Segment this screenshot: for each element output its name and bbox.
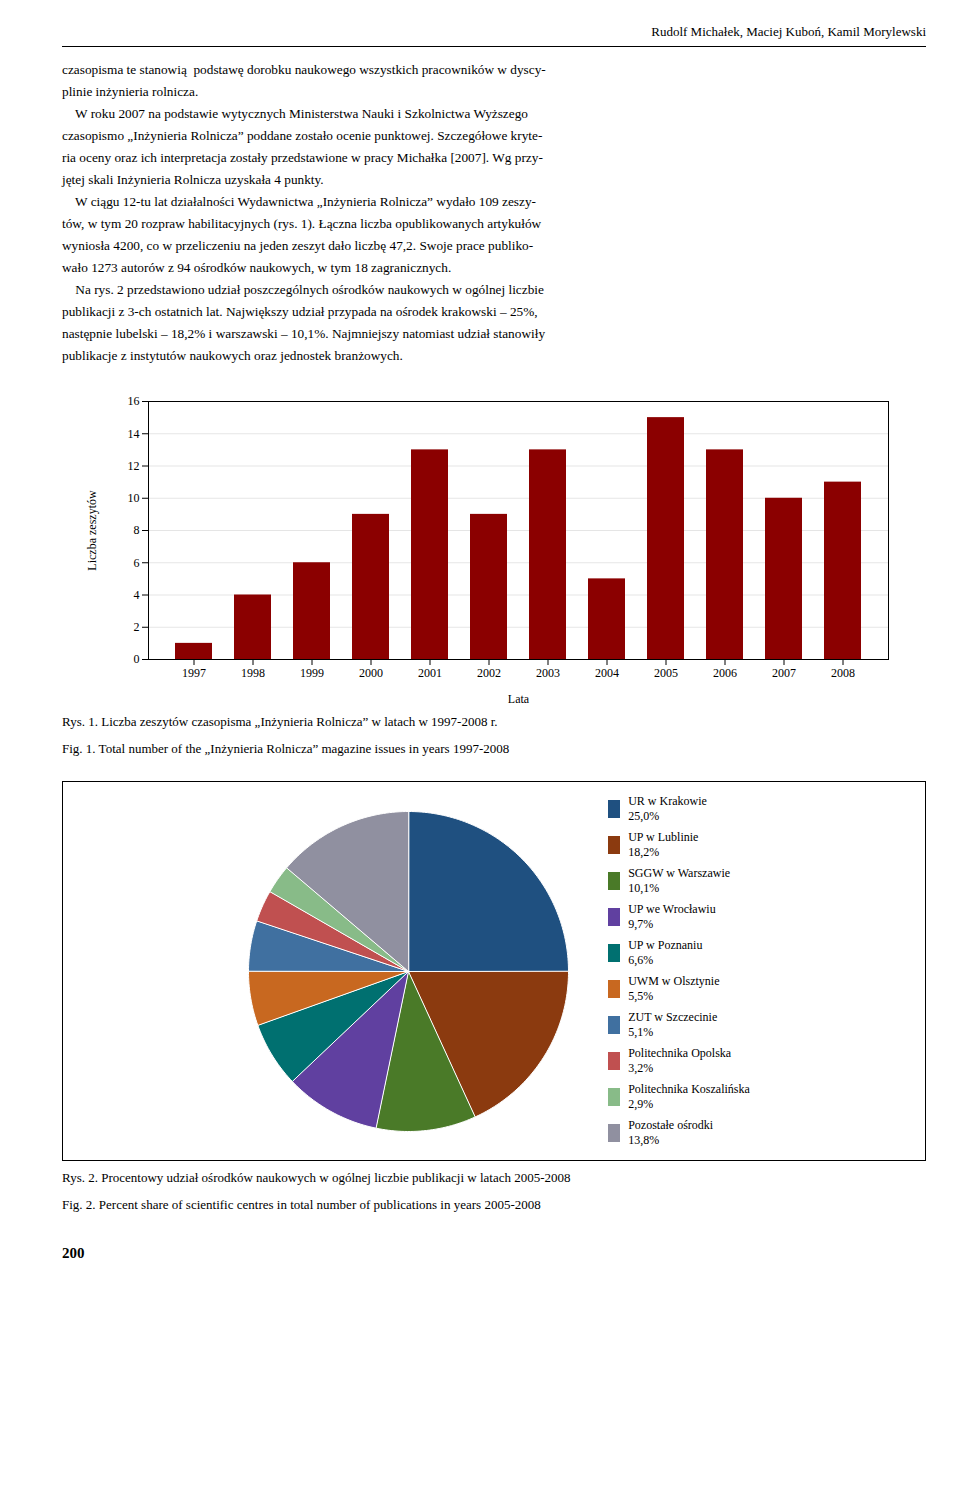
svg-text:2005: 2005 bbox=[654, 666, 678, 680]
html-text:W ciągu 12-tu lat działalności: W ciągu 12-tu lat działalności Wydawnict… bbox=[62, 194, 536, 209]
html-text:6,6%: 6,6% bbox=[628, 953, 654, 967]
svg-text:2001: 2001 bbox=[418, 666, 442, 680]
html-text:UP w Poznaniu: UP w Poznaniu bbox=[628, 938, 703, 952]
html-text:czasopismo „Inżynieria Rolnicz: czasopismo „Inżynieria Rolnicza” poddane… bbox=[62, 128, 543, 143]
html-text:tów, w tym 20 rozpraw habilita: tów, w tym 20 rozpraw habilitacyjnych (r… bbox=[62, 216, 542, 231]
svg-text:1997: 1997 bbox=[182, 666, 206, 680]
html-text:UR w Krakowie: UR w Krakowie bbox=[628, 794, 707, 808]
svg-text:2007: 2007 bbox=[772, 666, 796, 680]
svg-text:0: 0 bbox=[134, 652, 140, 666]
svg-text:2003: 2003 bbox=[536, 666, 560, 680]
html-text:czasopisma te stanowią podstaw: czasopisma te stanowią podstawę dorobku … bbox=[62, 62, 546, 77]
html-text:UWM w Olsztynie: UWM w Olsztynie bbox=[628, 974, 720, 988]
svg-text:10: 10 bbox=[128, 491, 140, 505]
html-text:Politechnika Koszalińska: Politechnika Koszalińska bbox=[628, 1082, 750, 1096]
html-text:18,2%: 18,2% bbox=[628, 845, 660, 859]
svg-text:1998: 1998 bbox=[241, 666, 265, 680]
svg-text:8: 8 bbox=[134, 523, 140, 537]
html-text:publikacji z 3-ch ostatnich la: publikacji z 3-ch ostatnich lat. Najwięk… bbox=[62, 304, 538, 319]
svg-text:2000: 2000 bbox=[359, 666, 383, 680]
html-text:Rys. 2. Procentowy udział ośro: Rys. 2. Procentowy udział ośrodków nauko… bbox=[62, 1170, 571, 1185]
html-text:następnie lubelski – 18,2% i w: następnie lubelski – 18,2% i warszawski … bbox=[62, 326, 545, 341]
html-text:Fig. 2. Percent share of scien: Fig. 2. Percent share of scientific cent… bbox=[62, 1197, 541, 1212]
svg-text:Lata: Lata bbox=[508, 692, 530, 706]
html-text:jętej skali Inżynieria Rolnicz: jętej skali Inżynieria Rolnicza uzyskała… bbox=[62, 172, 324, 187]
html-text:wyniosła 4200, co w przeliczen: wyniosła 4200, co w przeliczeniu na jede… bbox=[62, 238, 534, 253]
html-text:plinie inżynieria rolnicza.: plinie inżynieria rolnicza. bbox=[62, 84, 199, 99]
html-text:publikacje z instytutów naukow: publikacje z instytutów naukowych oraz j… bbox=[62, 348, 403, 363]
html-text:ria oceny oraz ich interpretac: ria oceny oraz ich interpretacja zostały… bbox=[62, 150, 543, 165]
svg-text:Liczba zeszytów: Liczba zeszytów bbox=[85, 490, 99, 571]
html-text:3,2%: 3,2% bbox=[628, 1061, 654, 1075]
html-text:2,9%: 2,9% bbox=[628, 1097, 654, 1111]
html-text:wało 1273 autorów z 94 ośrodkó: wało 1273 autorów z 94 ośrodków naukowyc… bbox=[62, 260, 452, 275]
html-text:Politechnika Opolska: Politechnika Opolska bbox=[628, 1046, 732, 1060]
svg-text:2008: 2008 bbox=[831, 666, 855, 680]
html-text:SGGW w Warszawie: SGGW w Warszawie bbox=[628, 866, 731, 880]
html-text:5,1%: 5,1% bbox=[628, 1025, 654, 1039]
svg-text:2: 2 bbox=[134, 620, 140, 634]
html-text:UP we Wrocławiu: UP we Wrocławiu bbox=[628, 902, 716, 916]
svg-text:12: 12 bbox=[128, 459, 140, 473]
svg-text:6: 6 bbox=[134, 556, 140, 570]
html-text:25,0%: 25,0% bbox=[628, 809, 660, 823]
html-text:ZUT w Szczecinie: ZUT w Szczecinie bbox=[628, 1010, 718, 1024]
svg-text:2006: 2006 bbox=[713, 666, 737, 680]
html-text:200: 200 bbox=[62, 1245, 85, 1261]
svg-text:14: 14 bbox=[128, 427, 140, 441]
html-text:UP w Lublinie: UP w Lublinie bbox=[628, 830, 699, 844]
html-text:Rys. 1. Liczba zeszytów czasop: Rys. 1. Liczba zeszytów czasopisma „Inży… bbox=[62, 714, 498, 729]
svg-text:1999: 1999 bbox=[300, 666, 324, 680]
svg-text:16: 16 bbox=[128, 394, 140, 408]
html-text:9,7%: 9,7% bbox=[628, 917, 654, 931]
svg-text:4: 4 bbox=[134, 588, 140, 602]
html-text:Na rys. 2 przedstawiono udział: Na rys. 2 przedstawiono udział poszczegó… bbox=[62, 282, 544, 297]
html-text:Pozostałe ośrodki: Pozostałe ośrodki bbox=[628, 1118, 714, 1132]
html-text:Fig. 1. Total number of the „I: Fig. 1. Total number of the „Inżynieria … bbox=[62, 741, 510, 756]
html-text:13,8%: 13,8% bbox=[628, 1133, 660, 1147]
html-text:10,1%: 10,1% bbox=[628, 881, 660, 895]
html-text:W roku 2007 na podstawie wytyc: W roku 2007 na podstawie wytycznych Mini… bbox=[62, 106, 528, 121]
html-text:5,5%: 5,5% bbox=[628, 989, 654, 1003]
svg-text:2004: 2004 bbox=[595, 666, 619, 680]
html-text:Rudolf Michałek, Maciej Kuboń,: Rudolf Michałek, Maciej Kuboń, Kamil Mor… bbox=[651, 24, 926, 39]
svg-text:2002: 2002 bbox=[477, 666, 501, 680]
